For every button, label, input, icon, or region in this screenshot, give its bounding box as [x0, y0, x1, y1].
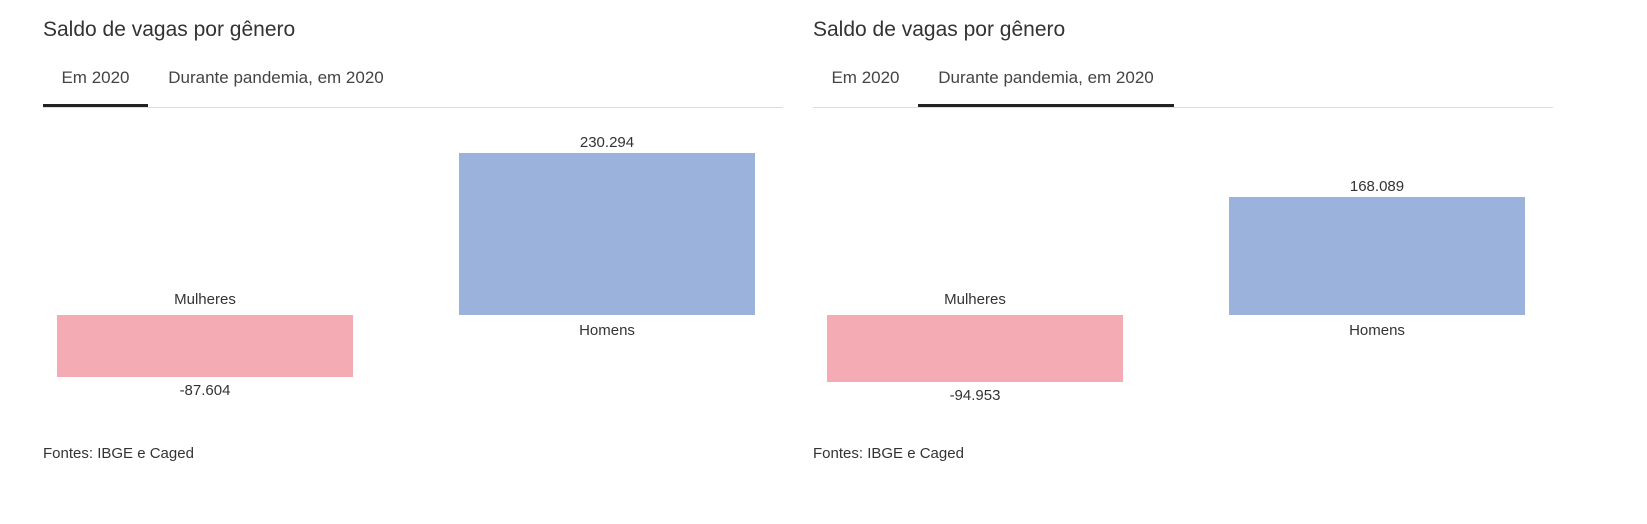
tab-durante-pandemia[interactable]: Durante pandemia, em 2020	[168, 68, 384, 87]
source-note: Fontes: IBGE e Caged	[813, 445, 964, 462]
value-label-mulheres: -87.604	[179, 381, 231, 399]
tab-bar: Em 2020 Durante pandemia, em 2020	[813, 62, 1553, 108]
source-note: Fontes: IBGE e Caged	[43, 445, 194, 462]
bar-homens	[459, 153, 755, 316]
bar-chart: Mulheres -94.953 Homens 168.089	[813, 108, 1573, 438]
value-label-homens: 230.294	[579, 134, 635, 151]
bar-mulheres	[827, 315, 1123, 382]
bar-mulheres	[57, 315, 353, 377]
bar-chart: Mulheres -87.604 Homens 230.294	[43, 108, 803, 438]
category-label-mulheres: Mulheres	[174, 291, 236, 309]
tab-durante-pandemia[interactable]: Durante pandemia, em 2020	[918, 62, 1174, 107]
bar-homens	[1229, 196, 1525, 316]
category-label-homens: Homens	[579, 322, 635, 340]
category-label-mulheres: Mulheres	[944, 291, 1006, 309]
panel-title: Saldo de vagas por gênero	[813, 18, 1066, 41]
panel-title: Saldo de vagas por gênero	[43, 18, 296, 41]
value-label-homens: 168.089	[1349, 177, 1405, 195]
chart-panel-em-2020: Saldo de vagas por gênero Em 2020 Durant…	[43, 0, 823, 524]
category-label-homens: Homens	[1349, 322, 1405, 340]
tab-bar: Em 2020 Durante pandemia, em 2020	[43, 62, 783, 108]
chart-panel-durante-pandemia: Saldo de vagas por gênero Em 2020 Durant…	[813, 0, 1593, 524]
tab-em-2020[interactable]: Em 2020	[831, 68, 900, 87]
value-label-mulheres: -94.953	[949, 387, 1001, 404]
tab-em-2020[interactable]: Em 2020	[43, 62, 148, 107]
